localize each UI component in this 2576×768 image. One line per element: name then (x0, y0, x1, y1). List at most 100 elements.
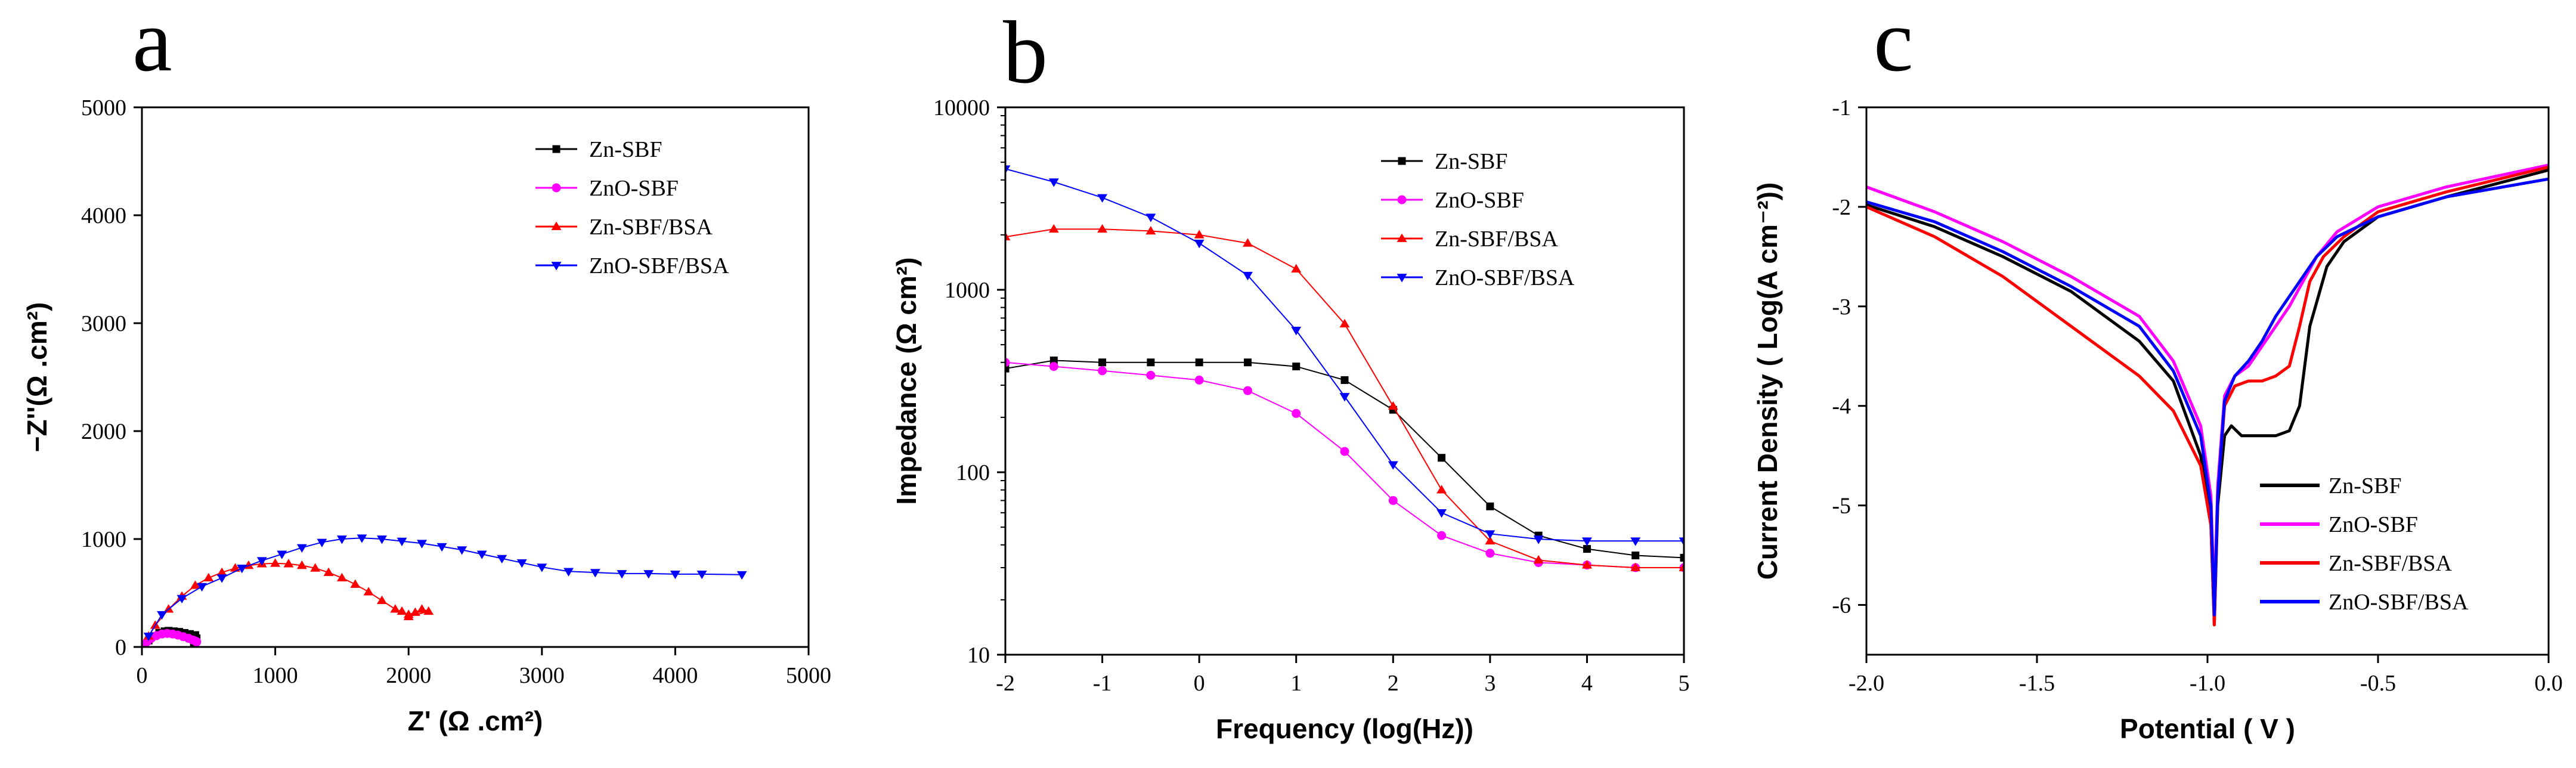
data-point (736, 571, 747, 580)
data-point (197, 583, 208, 592)
legend-marker (552, 183, 561, 193)
x-tick-label: 1 (1290, 671, 1302, 696)
chart-panel-b: -2 -1 0 1 2 3 4 5 10 100 1000 10000 Frequency (log(H… (891, 95, 1690, 744)
data-point (190, 580, 200, 589)
data-point (377, 535, 387, 544)
data-point (1485, 549, 1495, 558)
data-point (177, 594, 187, 603)
data-point (377, 595, 387, 605)
data-point (397, 537, 407, 547)
data-point (1049, 362, 1058, 371)
data-point (1631, 552, 1640, 560)
data-point (1679, 562, 1684, 571)
data-point (270, 558, 281, 567)
y-tick-label: -3 (1832, 295, 1851, 320)
data-point (296, 560, 307, 569)
x-tick-label: 5000 (786, 663, 831, 688)
legend-marker (1397, 274, 1407, 283)
data-point (1005, 364, 1010, 373)
data-point (1581, 537, 1592, 546)
legend-marker (1397, 233, 1407, 242)
data-point (1436, 509, 1447, 518)
data-point (1098, 358, 1107, 367)
legend-label: Zn-SBF (2329, 473, 2401, 498)
legend-label: Zn-SBF (589, 137, 662, 162)
data-point (397, 606, 407, 615)
x-tick-label: -2.0 (1849, 671, 1884, 696)
data-point (216, 567, 227, 576)
data-point (1145, 213, 1156, 222)
data-point (1292, 363, 1301, 371)
data-point (497, 555, 507, 564)
data-point (1098, 366, 1107, 376)
data-point (1097, 224, 1108, 233)
data-point (1194, 375, 1204, 385)
y-tick-label: 1000 (81, 527, 126, 552)
data-point (216, 574, 227, 583)
legend-label: ZnO-SBF (2329, 512, 2418, 537)
data-point (1194, 240, 1205, 249)
y-tick-label: -4 (1832, 394, 1851, 419)
data-point (1679, 537, 1684, 546)
data-point (1195, 358, 1203, 367)
data-point (670, 570, 680, 580)
data-point (256, 557, 267, 566)
legend-label: ZnO-SBF/BSA (1435, 265, 1575, 290)
legend-label: Zn-SBF (1435, 149, 1507, 174)
data-point (476, 550, 487, 559)
plot-frame (1004, 106, 1685, 656)
data-point (1485, 535, 1496, 545)
data-point (283, 559, 294, 568)
data-point (357, 534, 367, 543)
data-point (1291, 327, 1302, 336)
data-point (436, 543, 447, 552)
x-axis-title: Frequency (log(Hz)) (1216, 713, 1473, 744)
data-point (1146, 370, 1156, 380)
series-group (142, 534, 747, 647)
series-line-zn-sbf-bsa (148, 562, 431, 637)
x-tick-label: 1000 (253, 663, 298, 688)
data-point (617, 570, 627, 579)
legend-label: ZnO-SBF (1435, 188, 1524, 213)
data-point (1005, 358, 1010, 367)
data-point (296, 544, 307, 553)
panel-letter-c: c (1874, 0, 1914, 90)
data-point (417, 604, 428, 613)
x-axis-title: Z' (Ω .cm²) (408, 705, 543, 736)
data-point (237, 565, 247, 574)
data-point (1145, 225, 1156, 235)
data-point (1533, 555, 1544, 564)
y-axis-title: −Z''(Ω .cm²) (21, 302, 52, 453)
y-axis-title: Current Density ( Log(A cm⁻²)) (1752, 182, 1783, 580)
x-tick-label: -2 (996, 671, 1015, 696)
data-point (1049, 356, 1058, 364)
data-point (1583, 545, 1591, 553)
data-point (336, 535, 347, 544)
legend: Zn-SBF ZnO-SBF Zn-SBF/BSA ZnO-SBF/BSA (2260, 473, 2469, 615)
x-tick-label: 3000 (519, 663, 565, 688)
legend-marker (552, 145, 561, 153)
legend-marker (1398, 157, 1406, 165)
data-point (1291, 264, 1302, 272)
x-axis-title: Potential ( V ) (2120, 713, 2295, 744)
y-tick-label: 5000 (81, 95, 126, 120)
legend-label: Zn-SBF/BSA (589, 215, 713, 240)
series-line-zno-sbf-bsa (1866, 177, 2549, 617)
data-point (457, 546, 467, 555)
data-point (1242, 238, 1253, 247)
y-tick-label: 10000 (933, 95, 990, 120)
data-point (1630, 537, 1641, 546)
x-tick-label: 4000 (652, 663, 698, 688)
data-point (1339, 318, 1350, 328)
legend-marker (1397, 195, 1407, 205)
data-point (1005, 231, 1011, 241)
x-tick-label: 3 (1484, 671, 1496, 696)
y-tick-label: 4000 (81, 203, 126, 228)
x-tick-label: -1 (1093, 671, 1112, 696)
y-tick-label: -6 (1832, 593, 1851, 618)
data-point (410, 607, 420, 616)
y-tick-label: 100 (956, 460, 990, 485)
data-point (203, 572, 214, 582)
data-point (1630, 562, 1641, 571)
legend-label: Zn-SBF/BSA (2329, 551, 2453, 576)
